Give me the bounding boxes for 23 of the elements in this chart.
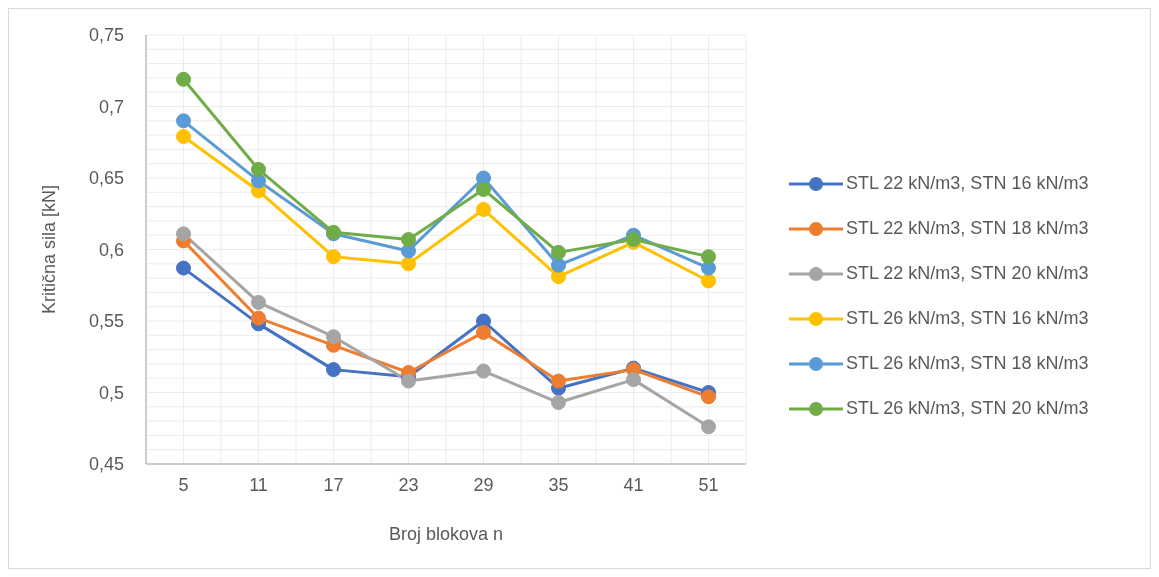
y-tick-label: 0,5: [98, 382, 124, 403]
x-tick-label: 23: [398, 474, 419, 495]
legend-label: STL 22 kN/m3, STN 20 kN/m3: [846, 263, 1089, 284]
y-tick-label: 0,6: [98, 239, 124, 260]
legend-label: STL 26 kN/m3, STN 18 kN/m3: [846, 353, 1089, 374]
y-tick-label: 0,75: [88, 25, 124, 46]
x-axis-title: Broj blokova n: [388, 524, 504, 544]
x-tick-label: 35: [548, 474, 569, 495]
x-tick-label: 51: [698, 474, 719, 495]
legend-label: STL 22 kN/m3, STN 16 kN/m3: [846, 173, 1089, 194]
y-axis-title: Kritična sila [kN]: [39, 184, 60, 315]
x-tick-label: 29: [473, 474, 494, 495]
y-tick-label: 0,7: [98, 96, 124, 117]
x-tick-label: 41: [623, 474, 644, 495]
x-tick-label: 11: [249, 474, 268, 495]
x-tick-label: 5: [178, 474, 189, 495]
y-tick-label: 0,55: [88, 311, 124, 332]
y-tick-label: 0,45: [88, 454, 124, 475]
legend-label: STL 22 kN/m3, STN 18 kN/m3: [846, 218, 1089, 239]
x-tick-label: 17: [323, 474, 344, 495]
y-tick-label: 0,65: [88, 168, 124, 189]
legend-label: STL 26 kN/m3, STN 20 kN/m3: [846, 398, 1089, 419]
legend-label: STL 26 kN/m3, STN 16 kN/m3: [846, 308, 1089, 329]
